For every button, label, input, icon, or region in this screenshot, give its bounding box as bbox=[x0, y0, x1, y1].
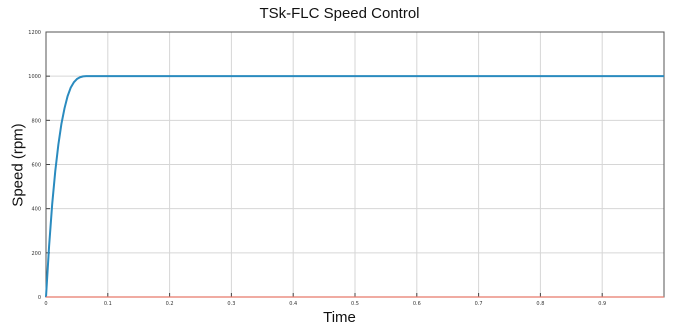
x-axis-label: Time bbox=[323, 309, 356, 326]
x-tick-label: 0.6 bbox=[413, 301, 421, 307]
x-tick-label: 0.2 bbox=[166, 301, 174, 307]
y-tick-label: 1200 bbox=[28, 30, 41, 36]
y-tick-label: 800 bbox=[31, 118, 41, 124]
x-tick-label: 0.3 bbox=[227, 301, 235, 307]
y-axis-label: Speed (rpm) bbox=[9, 123, 27, 207]
x-tick-label: 0 bbox=[44, 301, 47, 307]
y-tick-label: 0 bbox=[38, 295, 41, 301]
series-line-1 bbox=[45, 75, 664, 298]
x-tick-label: 0.7 bbox=[475, 301, 483, 307]
y-tick-label: 600 bbox=[31, 163, 41, 169]
chart-title: TSk-FLC Speed Control bbox=[259, 5, 420, 22]
y-tick-label: 200 bbox=[31, 251, 41, 257]
x-tick-label: 0.9 bbox=[598, 301, 606, 307]
x-tick-label: 0.1 bbox=[104, 301, 112, 307]
y-tick-label: 400 bbox=[31, 207, 41, 213]
x-tick-label: 0.4 bbox=[289, 301, 297, 307]
x-tick-label: 0.5 bbox=[351, 301, 359, 307]
y-tick-label: 1000 bbox=[28, 74, 41, 80]
x-tick-label: 0.8 bbox=[536, 301, 544, 307]
